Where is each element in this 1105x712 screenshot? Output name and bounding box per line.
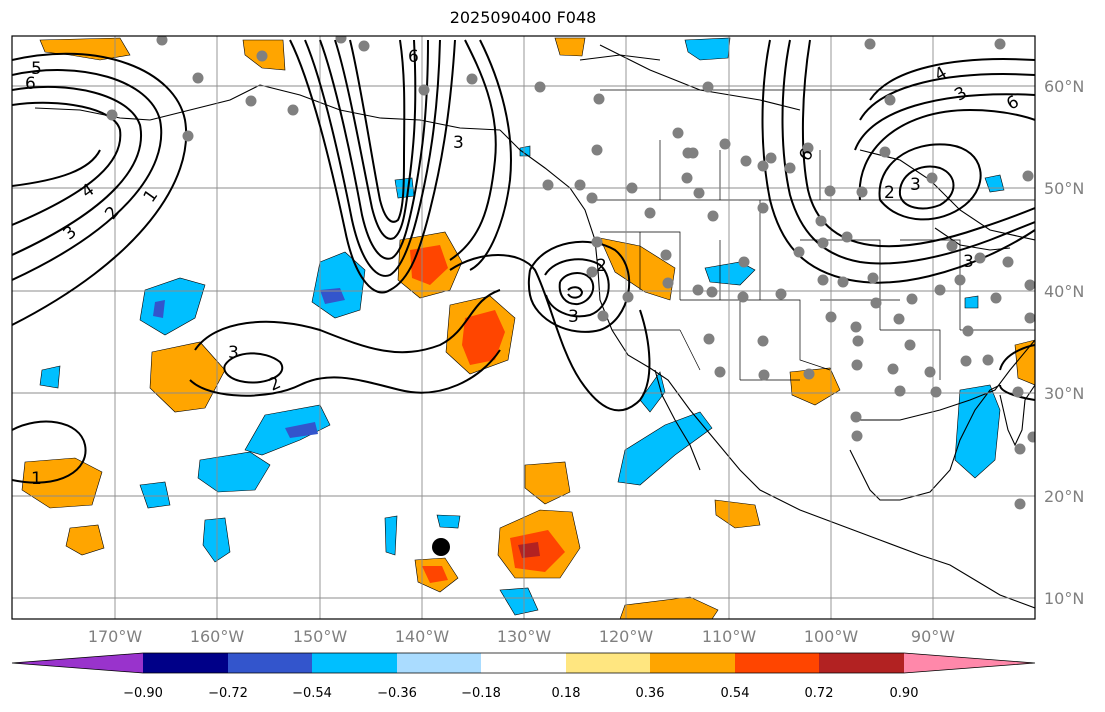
latitude-labels: 60°N 50°N 40°N 30°N 20°N 10°N (1044, 77, 1084, 608)
lon-label: 90°W (911, 627, 955, 646)
station-markers (106, 36, 1035, 510)
colorbar-segment (650, 653, 735, 673)
lon-label: 150°W (293, 627, 348, 646)
map-gridlines (12, 36, 1035, 619)
contour-label: 5 (31, 59, 42, 79)
map-title: 2025090400 F048 (449, 8, 597, 27)
colorbar-tick-label: 0.90 (890, 686, 919, 701)
colorbar-segment (312, 653, 397, 673)
colorbar-tick-label: −0.72 (208, 686, 248, 701)
lat-label: 60°N (1044, 77, 1084, 96)
colorbar-tick-labels: −0.90 −0.72 −0.54 −0.36 −0.18 0.18 0.36 … (123, 686, 918, 701)
contour-label: 3 (453, 133, 464, 153)
colorbar-tick-label: −0.36 (377, 686, 417, 701)
colorbar-segment (904, 653, 1035, 673)
lon-label: 100°W (804, 627, 859, 646)
colorbar-segment (566, 653, 650, 673)
contour-label: 6 (25, 74, 36, 94)
contour-label: 2 (596, 256, 607, 276)
colorbar-segment (228, 653, 312, 673)
lon-label: 170°W (88, 627, 143, 646)
colorbar-segment (819, 653, 904, 673)
lon-label: 120°W (599, 627, 654, 646)
colorbar-segment (481, 653, 566, 673)
lat-label: 40°N (1044, 282, 1084, 301)
contour-label: 1 (31, 469, 42, 489)
colorbar-tick-label: 0.18 (552, 686, 581, 701)
contour-label: 3 (963, 252, 974, 272)
contour-label: 3 (568, 307, 579, 327)
map-frame (11, 35, 1036, 620)
lat-label: 20°N (1044, 487, 1084, 506)
colorbar-tick-label: −0.18 (461, 686, 501, 701)
positive-anomaly-regions (21, 37, 1035, 619)
lat-label: 10°N (1044, 589, 1084, 608)
contour-lines (12, 39, 1035, 484)
contour-label: 6 (408, 47, 419, 67)
lon-label: 160°W (190, 627, 245, 646)
contour-label: 3 (228, 343, 239, 363)
lat-label: 50°N (1044, 179, 1084, 198)
contour-label: 2 (884, 183, 895, 203)
map-area: 5 6 4 3 2 1 6 3 3 2 3 2 3 4 3 6 6 2 3 1 (12, 36, 1035, 619)
lon-label: 130°W (497, 627, 552, 646)
lat-label: 30°N (1044, 384, 1084, 403)
colorbar-outline (11, 652, 1036, 674)
contour-label: 3 (910, 175, 921, 195)
colorbar-segment (397, 653, 481, 673)
lon-label: 140°W (395, 627, 450, 646)
colorbar-tick-label: 0.36 (636, 686, 665, 701)
longitude-labels: 170°W 160°W 150°W 140°W 130°W 120°W 110°… (88, 627, 955, 646)
colorbar-tick-label: −0.90 (123, 686, 163, 701)
lon-label: 110°W (702, 627, 757, 646)
colorbar-segment (12, 653, 143, 673)
colorbar-segment (735, 653, 819, 673)
colorbar-tick-label: 0.72 (805, 686, 834, 701)
colorbar-tick-label: −0.54 (292, 686, 332, 701)
negative-anomaly-regions (39, 37, 1005, 616)
black-dot-marker-icon (432, 538, 450, 556)
colorbar-segment (143, 653, 228, 673)
coastlines (34, 44, 1035, 609)
colorbar (11, 652, 1036, 674)
colorbar-tick-label: 0.54 (721, 686, 750, 701)
